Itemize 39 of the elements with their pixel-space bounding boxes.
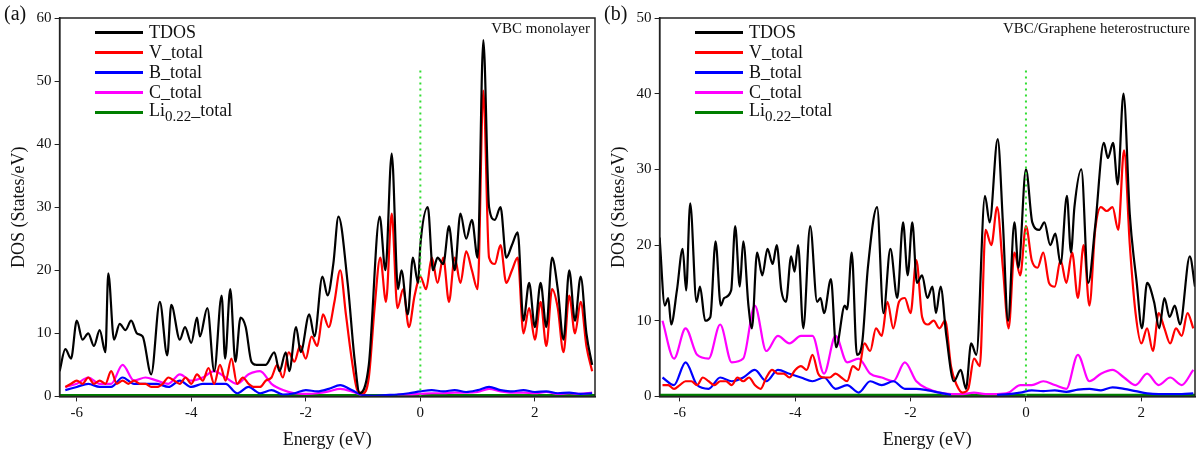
y-tick-label: 60 xyxy=(36,8,52,25)
text: (a) xyxy=(4,2,27,25)
x-tick-label: 2 xyxy=(531,404,539,421)
y-tick-label: 50 xyxy=(36,72,52,88)
text: (b) xyxy=(604,2,628,25)
legend-label: TDOS xyxy=(749,21,797,43)
line-series xyxy=(64,376,594,397)
x-tick-label: 0 xyxy=(1022,404,1030,421)
legend-label: TDOS xyxy=(149,21,197,43)
x-tick-label: 2 xyxy=(1137,404,1146,421)
x-axis-title: Energy (eV) xyxy=(882,428,972,450)
x-tick-label: -6 xyxy=(673,404,687,421)
x-tick-label: -4 xyxy=(788,404,802,421)
y-axis-title: DOS (States/eV) xyxy=(607,146,629,268)
y-tick-label: 0 xyxy=(644,387,652,404)
annotation: VBC/Graphene heterostructure xyxy=(1002,20,1190,37)
legend-label: V_total xyxy=(749,41,803,63)
y-tick-label: 30 xyxy=(636,160,652,177)
legend-label: V_total xyxy=(149,41,203,63)
x-axis-title: Energy (eV) xyxy=(282,428,372,450)
y-tick-label: 30 xyxy=(36,198,52,215)
legend-label: B_total xyxy=(749,61,802,83)
annotation: VBC monolayer xyxy=(491,20,590,37)
line-series xyxy=(661,149,1195,394)
y-tick-label: 40 xyxy=(36,135,52,152)
x-tick-label: -6 xyxy=(70,404,84,421)
y-axis-title: DOS (States/eV) xyxy=(7,146,29,268)
y-tick-label: 40 xyxy=(636,84,652,101)
x-tick-label: -2 xyxy=(904,404,917,421)
y-tick-label: 10 xyxy=(636,311,652,328)
x-tick-label: -4 xyxy=(185,404,199,421)
y-tick-label: 50 xyxy=(636,8,652,25)
y-tick-label: 10 xyxy=(36,324,52,341)
y-tick-label: 0 xyxy=(44,387,52,404)
x-tick-label: -2 xyxy=(299,404,313,421)
legend-label: B_total xyxy=(149,61,202,83)
y-tick-label: 20 xyxy=(636,235,652,252)
y-tick-label: 20 xyxy=(36,261,52,278)
x-tick-label: 0 xyxy=(416,404,425,421)
